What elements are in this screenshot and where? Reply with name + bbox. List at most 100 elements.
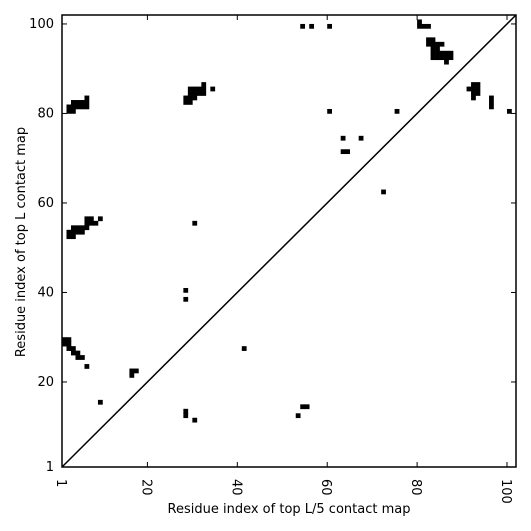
contact-cell-top-l5 <box>304 404 310 410</box>
contact-cell-top-l <box>84 104 90 110</box>
y-tick-label: 60 <box>37 196 54 211</box>
x-tick-label: 1 <box>53 479 68 487</box>
contact-cell-top-l <box>75 100 81 105</box>
contact-cell-top-l <box>340 135 346 141</box>
contact-cell-top-l <box>430 37 436 43</box>
contact-cell-top-l <box>309 23 315 29</box>
contact-cell-top-l <box>75 229 81 235</box>
contact-cell-top-l <box>97 216 103 222</box>
contact-cell-top-l <box>210 86 216 92</box>
contact-cell-top-l <box>192 86 198 92</box>
contact-cell-top-l <box>183 100 189 105</box>
contact-cell-top-l <box>327 23 333 29</box>
contact-cell-top-l <box>70 234 76 240</box>
contact-cell-top-l <box>201 91 207 96</box>
contact-cell-top-l <box>435 46 440 52</box>
contact-cell-top-l <box>192 220 198 226</box>
contact-cell-top-l <box>66 234 72 240</box>
contact-cell-top-l <box>435 50 440 56</box>
contact-cell-top-l <box>66 346 72 351</box>
contact-cell-top-l <box>435 41 440 47</box>
contact-cell-top-l <box>70 346 76 351</box>
contact-cell-top-l <box>70 225 76 231</box>
contact-cell-top-l <box>93 220 99 226</box>
contact-cell-top-l <box>444 55 449 61</box>
contact-cell-top-l <box>489 104 494 110</box>
contact-cells-group <box>62 19 512 423</box>
contact-cell-top-l <box>70 229 76 235</box>
contact-cell-top-l <box>66 341 72 347</box>
contact-cell-top-l <box>187 86 193 92</box>
contact-cell-top-l <box>430 55 436 61</box>
contact-cell-top-l <box>426 41 431 47</box>
contact-cell-top-l <box>417 23 422 29</box>
contact-cell-top-l <box>475 86 481 92</box>
contact-cell-top-l <box>75 104 81 110</box>
contact-cell-top-l5 <box>192 417 198 423</box>
contact-cell-top-l <box>448 50 454 56</box>
contact-cell-top-l <box>507 108 512 114</box>
x-tick-label: 80 <box>408 479 423 496</box>
contact-cell-top-l <box>471 82 476 87</box>
contact-cell-top-l <box>201 82 207 87</box>
contact-cell-top-l <box>84 216 90 222</box>
x-tick-label: 100 <box>498 479 513 504</box>
contact-cell-top-l5 <box>183 413 189 419</box>
contact-cell-top-l <box>75 350 81 356</box>
contact-cell-top-l <box>79 229 85 235</box>
contact-cell-top-l <box>471 91 476 96</box>
contact-cell-top-l5 <box>295 413 301 419</box>
contact-cell-top-l <box>430 46 436 52</box>
contact-cell-top-l <box>183 296 189 302</box>
contact-cell-top-l <box>489 95 494 101</box>
y-tick-label: 80 <box>37 106 54 121</box>
contact-cell-top-l5 <box>183 408 189 414</box>
contact-cell-top-l5 <box>300 404 306 410</box>
contact-cell-top-l <box>435 55 440 61</box>
contact-cell-top-l <box>183 287 189 293</box>
contact-cell-top-l <box>75 225 81 231</box>
contact-cell-top-l <box>444 59 449 65</box>
contact-cell-top-l <box>70 350 76 356</box>
y-axis-ticks: 1 20 40 60 80 100 <box>29 17 516 475</box>
x-tick-label: 20 <box>138 479 153 496</box>
contact-cell-top-l <box>241 346 247 351</box>
x-axis-label: Residue index of top L/5 contact map <box>168 502 411 517</box>
contact-cell-top-l <box>66 337 72 342</box>
y-axis-label: Residue index of top L contact map <box>14 127 29 357</box>
contact-cell-top-l <box>448 55 454 61</box>
contact-cell-top-l <box>196 86 202 92</box>
contact-cell-top-l <box>79 100 85 105</box>
contact-cell-top-l <box>129 373 135 378</box>
x-axis-ticks: 1 20 40 60 80 100 <box>53 15 513 504</box>
contact-cell-top-l <box>345 149 350 155</box>
contact-cell-top-l <box>439 41 445 47</box>
contact-cell-top-l <box>421 23 427 29</box>
contact-cell-top-l <box>75 355 81 360</box>
contact-cell-top-l <box>62 341 67 347</box>
diagonal-line <box>61 14 517 468</box>
contact-cell-top-l <box>187 91 193 96</box>
contact-cell-top-l <box>471 95 476 101</box>
contact-cell-top-l <box>79 225 85 231</box>
contact-cell-top-l <box>66 108 72 114</box>
y-tick-label: 1 <box>46 460 54 475</box>
contact-cell-top-l <box>439 50 445 56</box>
contact-cell-top-l <box>340 149 346 155</box>
contact-cell-top-l <box>430 41 436 47</box>
contact-cell-top-l <box>84 364 90 369</box>
contact-cell-top-l <box>133 368 139 374</box>
y-tick-label: 40 <box>37 285 54 300</box>
contact-cell-top-l <box>97 399 103 405</box>
contact-cell-top-l <box>417 19 422 25</box>
contact-cell-top-l <box>475 82 481 87</box>
contact-cell-top-l <box>183 95 189 101</box>
contact-cell-top-l <box>358 135 364 141</box>
contact-cell-top-l <box>426 37 431 43</box>
contact-cell-top-l <box>394 108 400 114</box>
contact-cell-top-l <box>439 55 445 61</box>
contact-cell-top-l <box>70 108 76 114</box>
contact-cell-top-l <box>192 95 198 101</box>
contact-cell-top-l <box>430 50 436 56</box>
